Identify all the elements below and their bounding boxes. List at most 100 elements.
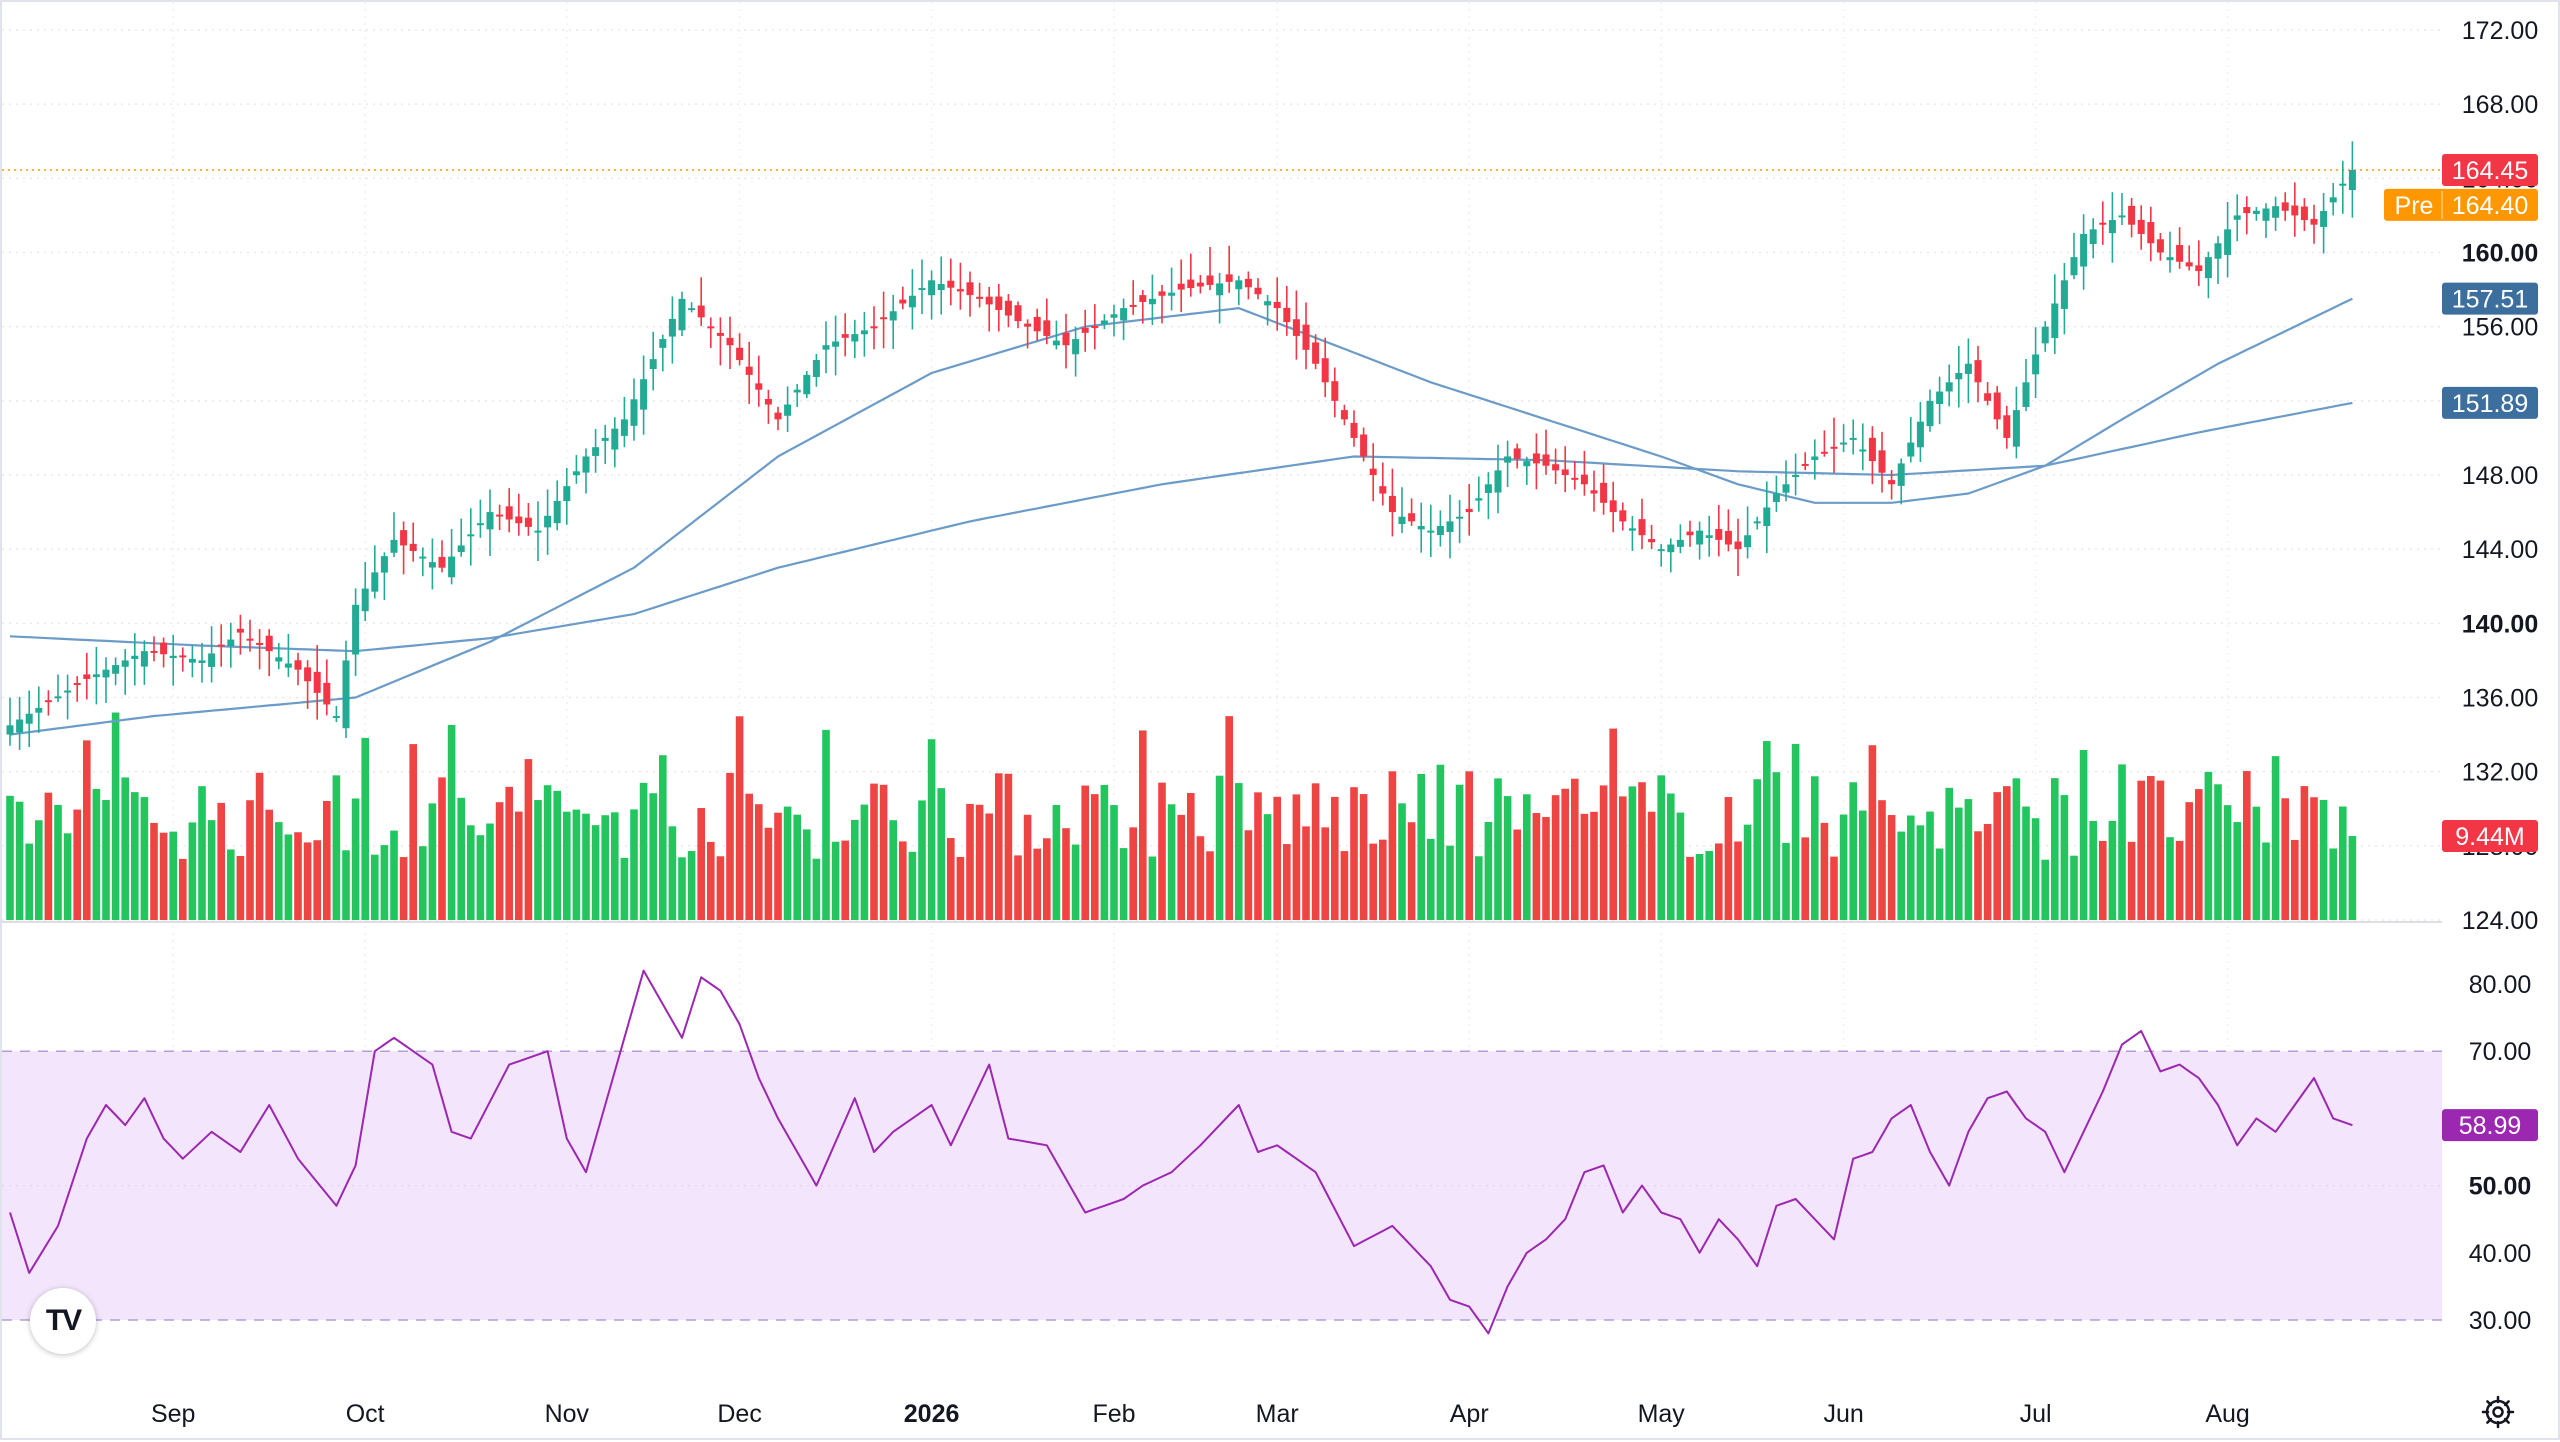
- volume-bar: [774, 812, 782, 920]
- candle-body: [1504, 456, 1512, 463]
- volume-bar: [83, 740, 91, 920]
- candle-body: [1004, 300, 1012, 316]
- candle-body: [1590, 490, 1598, 494]
- volume-bar: [1561, 788, 1569, 920]
- candle-body: [2291, 205, 2299, 216]
- volume-bar: [620, 857, 629, 920]
- candle-body: [2108, 220, 2116, 234]
- volume-bar: [1763, 741, 1771, 920]
- candle-body: [726, 337, 734, 346]
- candle-body: [928, 280, 936, 296]
- volume-bar: [1071, 844, 1080, 920]
- settings-gear-icon[interactable]: [2480, 1394, 2516, 1430]
- tradingview-logo[interactable]: TV: [30, 1288, 96, 1354]
- candle-body: [380, 556, 388, 573]
- candle-body: [611, 428, 619, 450]
- volume-bar: [841, 840, 849, 920]
- candle-body: [1312, 342, 1320, 364]
- volume-bar: [1782, 842, 1790, 920]
- candle-body: [496, 514, 504, 517]
- volume-bar: [169, 831, 177, 920]
- price-tick-label: 168.00: [2462, 91, 2538, 119]
- candle-body: [150, 650, 158, 653]
- volume-bar: [1503, 796, 1512, 920]
- candle-body: [649, 359, 657, 370]
- volume-bar: [1523, 794, 1531, 920]
- candle-body: [236, 628, 244, 633]
- rsi-value-label: 58.99: [2459, 1112, 2522, 1140]
- volume-bar: [380, 845, 389, 920]
- candle-body: [112, 665, 120, 674]
- rsi-tick-label: 50.00: [2469, 1173, 2532, 1201]
- candle-body: [1129, 304, 1137, 307]
- candle-body: [1446, 521, 1454, 533]
- candle-body: [1552, 464, 1560, 471]
- volume-bar: [1359, 794, 1368, 920]
- candle-body: [428, 562, 436, 568]
- volume-bar: [1878, 800, 1886, 920]
- volume-bar: [1436, 764, 1445, 920]
- volume-bar: [371, 854, 379, 920]
- volume-bar: [1052, 804, 1061, 920]
- volume-bar: [2108, 820, 2117, 920]
- volume-bar: [54, 804, 62, 920]
- candle-body: [1148, 298, 1156, 305]
- volume-bar: [236, 855, 245, 920]
- volume-bar: [1590, 811, 1598, 920]
- volume-bars: [6, 712, 2357, 920]
- volume-bar: [505, 786, 513, 920]
- volume-bar: [524, 759, 533, 920]
- volume-bar: [140, 797, 149, 920]
- volume-bar: [217, 802, 225, 920]
- volume-bar: [726, 772, 734, 920]
- candle-body: [476, 523, 484, 526]
- candle-body: [697, 305, 705, 318]
- candle-body: [572, 471, 580, 476]
- candle-body: [1225, 274, 1233, 282]
- volume-bar: [659, 755, 667, 920]
- candle-body: [1168, 292, 1176, 296]
- volume-bar: [2291, 839, 2299, 920]
- ma-short-line: [9, 297, 2353, 736]
- candle-body: [832, 341, 840, 347]
- candle-body: [1100, 320, 1108, 325]
- price-labels: 164.45 Pre 164.40 157.51 151.89 9.44M 58.99: [2384, 153, 2538, 1142]
- candle-body: [2051, 303, 2059, 338]
- candle-body: [1206, 275, 1214, 285]
- candle-body: [457, 545, 465, 552]
- volume-bar: [92, 788, 101, 920]
- volume-bar: [1686, 856, 1694, 920]
- volume-bar: [735, 716, 744, 920]
- volume-bar: [630, 809, 638, 920]
- volume-bar: [975, 804, 984, 920]
- candle-body: [1033, 316, 1041, 332]
- volume-bar: [1139, 730, 1147, 920]
- volume-bar: [1676, 812, 1685, 920]
- candle-body: [2195, 265, 2203, 272]
- volume-bar: [102, 799, 110, 920]
- volume-bar: [1513, 829, 1521, 920]
- candle-body: [2214, 243, 2222, 259]
- volume-bar: [716, 856, 725, 920]
- volume-bar: [1734, 841, 1742, 920]
- volume-bar: [457, 797, 465, 920]
- volume-bar: [265, 809, 273, 920]
- candle-body: [361, 588, 369, 612]
- volume-bar: [927, 739, 936, 920]
- volume-bar: [1638, 782, 1646, 920]
- candle-body: [1244, 278, 1252, 288]
- volume-bar: [44, 792, 53, 920]
- candle-body: [1609, 500, 1617, 513]
- volume-bar: [697, 808, 705, 920]
- candle-body: [1696, 530, 1704, 545]
- volume-bar: [2214, 784, 2222, 920]
- volume-bar: [255, 772, 264, 920]
- candle-body: [1369, 468, 1377, 475]
- volume-bar: [1916, 825, 1925, 920]
- candle-body: [2281, 202, 2289, 211]
- volume-bar: [1148, 856, 1157, 920]
- ma-long-label: 151.89: [2452, 390, 2528, 418]
- volume-bar: [1158, 782, 1166, 920]
- volume-bar: [2233, 822, 2241, 920]
